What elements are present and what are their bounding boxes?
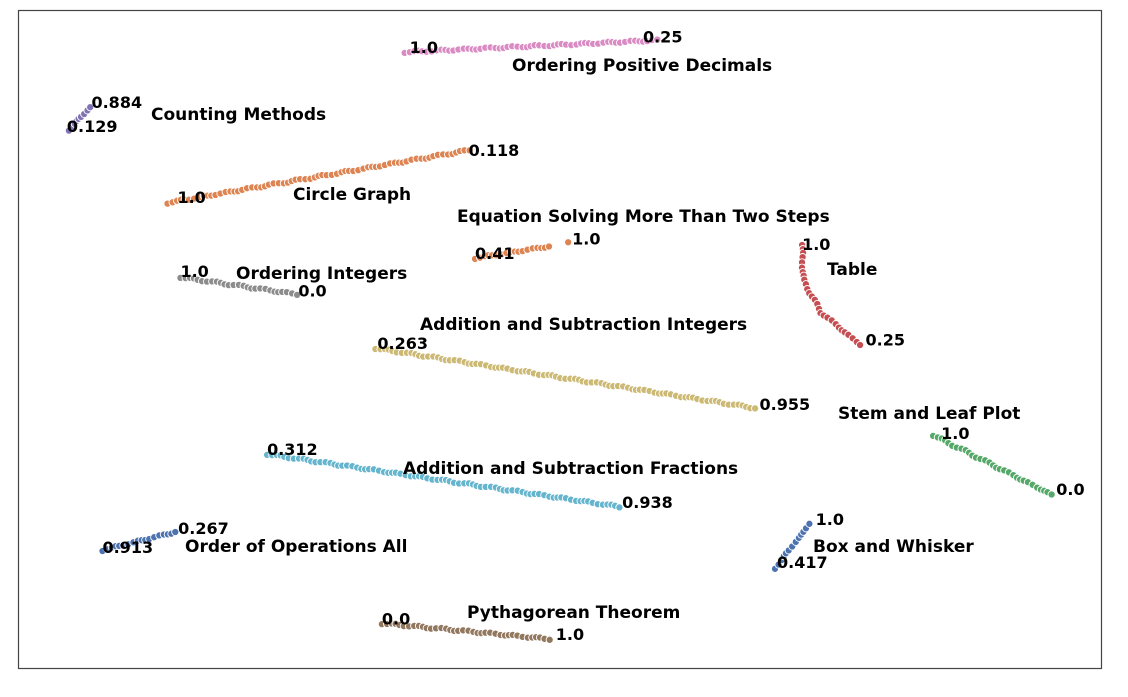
series-2 [163, 146, 474, 208]
cluster-title: Box and Whisker [813, 537, 974, 557]
series-3 [470, 238, 573, 263]
cluster-title: Table [827, 260, 877, 280]
data-point [293, 290, 302, 299]
start-value-label: 1.0 [941, 424, 969, 443]
start-value-label: 1.0 [410, 38, 438, 57]
end-value-label: 0.25 [643, 27, 682, 46]
series-0 [400, 35, 662, 57]
start-value-label: 1.0 [180, 262, 208, 281]
end-value-label: 0.267 [178, 519, 229, 538]
end-value-label: 0.884 [91, 93, 142, 112]
data-point [615, 503, 624, 512]
marks-layer [64, 35, 1056, 644]
data-point [564, 238, 573, 247]
series-9 [98, 527, 180, 556]
data-point [751, 404, 760, 413]
end-value-label: 1.0 [572, 229, 600, 248]
end-value-label: 0.118 [469, 141, 520, 160]
data-point [1047, 490, 1056, 499]
data-point [856, 340, 865, 350]
end-value-label: 0.0 [298, 281, 326, 300]
cluster-title: Stem and Leaf Plot [838, 404, 1020, 424]
data-point [653, 35, 662, 44]
cluster-title: Ordering Positive Decimals [512, 56, 772, 76]
cluster-title: Addition and Subtraction Integers [420, 315, 747, 335]
cluster-title: Addition and Subtraction Fractions [403, 459, 738, 479]
data-point [465, 146, 474, 155]
end-value-label: 0.0 [1056, 480, 1084, 499]
series-5 [797, 240, 865, 350]
end-value-label: 0.955 [760, 395, 811, 414]
labels-layer: 1.0 0.25 Ordering Positive Decimals 0.129 0.… [67, 27, 1085, 644]
end-value-label: 0.938 [622, 493, 673, 512]
start-value-label: 0.913 [102, 538, 153, 557]
cluster-title: Equation Solving More Than Two Steps [457, 207, 830, 227]
start-value-label: 0.417 [777, 553, 828, 572]
start-value-label: 0.0 [382, 609, 410, 628]
end-value-label: 1.0 [816, 510, 844, 529]
start-value-label: 1.0 [177, 188, 205, 207]
cluster-title: Counting Methods [151, 105, 326, 125]
data-point [544, 242, 554, 251]
series-6 [371, 344, 760, 413]
start-value-label: 0.129 [67, 117, 118, 136]
start-value-label: 0.263 [377, 334, 428, 353]
cluster-title: Circle Graph [293, 185, 411, 205]
series-4 [176, 273, 302, 299]
cluster-title: Ordering Integers [236, 264, 407, 284]
data-point [171, 527, 180, 537]
data-point [545, 635, 554, 644]
cluster-title: Pythagorean Theorem [467, 603, 680, 623]
series-7 [929, 431, 1056, 499]
series-1 [64, 103, 95, 135]
series-11 [377, 619, 554, 644]
data-point [86, 103, 95, 112]
cluster-title: Order of Operations All [185, 537, 407, 557]
plot-frame [17, 9, 1103, 670]
series-8 [263, 450, 624, 512]
data-point [805, 519, 814, 528]
start-value-label: 0.312 [267, 440, 318, 459]
start-value-label: 1.0 [802, 235, 830, 254]
series-10 [770, 519, 814, 573]
start-value-label: 0.41 [475, 244, 514, 263]
end-value-label: 0.25 [865, 330, 904, 349]
end-value-label: 1.0 [556, 625, 584, 644]
